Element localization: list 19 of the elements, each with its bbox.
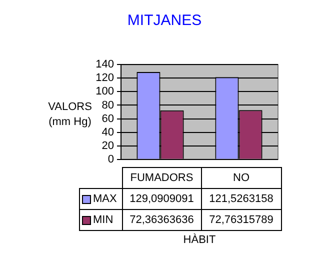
y-tick-label: 0 [108, 153, 114, 166]
x-axis-title: HÀBIT [182, 234, 217, 246]
y-tick-label: 120 [96, 72, 114, 84]
legend-label: MAX [80, 188, 122, 210]
y-tick-label: 140 [96, 58, 114, 71]
y-tick-label: 40 [102, 126, 114, 138]
data-label: 129,0909091 [122, 188, 202, 210]
y-tick-label: 60 [102, 112, 114, 125]
data-label: 121,5263158 [202, 188, 281, 210]
x-tick-label: FUMADORS [122, 168, 202, 188]
data-label: 72,76315789 [202, 210, 281, 230]
y-tick-label: 80 [102, 99, 114, 112]
y-tick-label: 100 [96, 86, 114, 98]
y-axis-title: VALORS (mm Hg) [47, 100, 93, 130]
legend-label: MIN [80, 210, 122, 230]
x-tick-label: NO [202, 168, 281, 188]
y-tick-label: 20 [102, 140, 114, 152]
chart-title: MITJANES [126, 12, 203, 29]
data-label: 72,36363636 [122, 210, 202, 230]
